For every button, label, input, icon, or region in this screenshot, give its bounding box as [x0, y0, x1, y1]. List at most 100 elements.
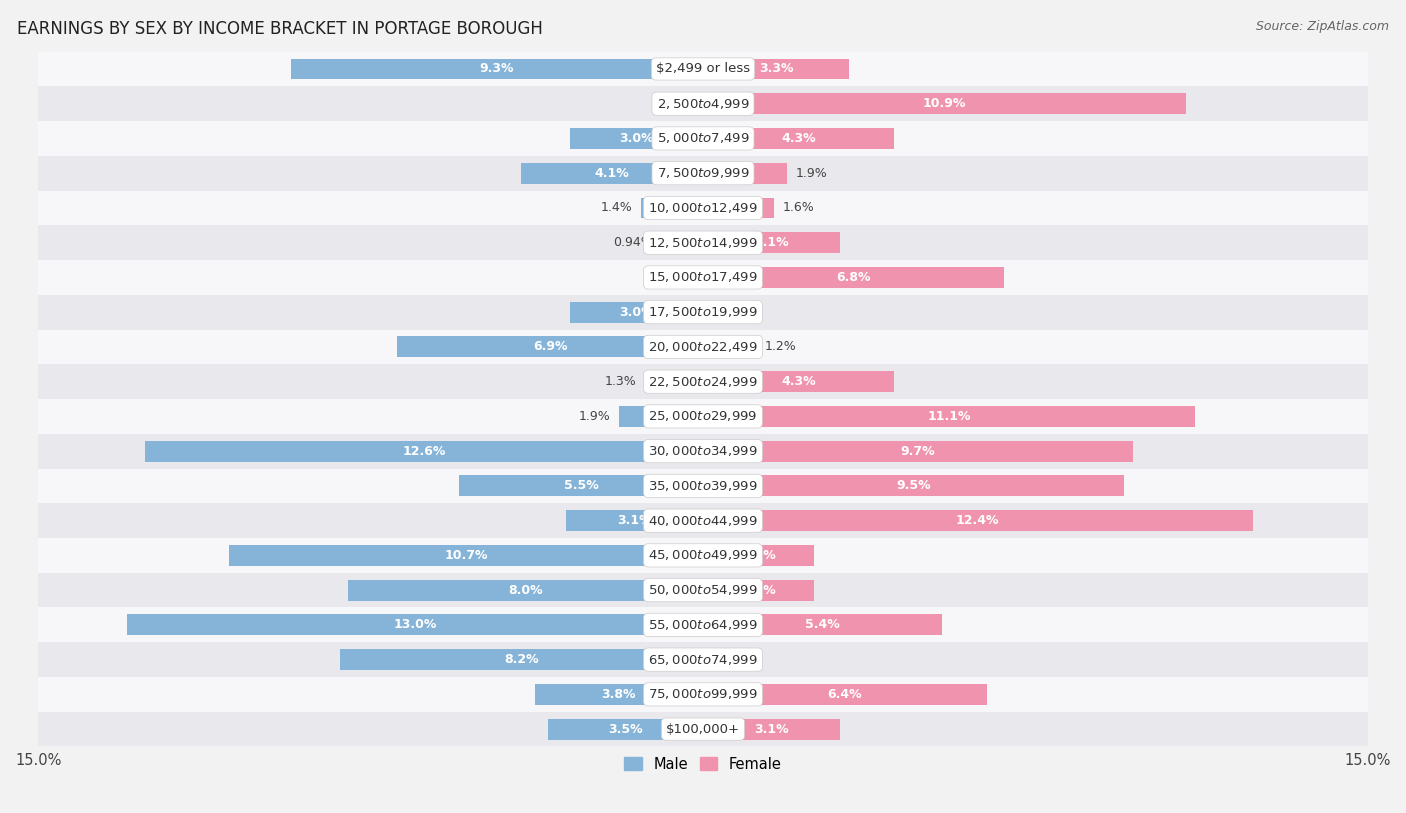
Text: 12.4%: 12.4% — [956, 514, 1000, 527]
Text: 6.4%: 6.4% — [828, 688, 862, 701]
Text: 9.7%: 9.7% — [901, 445, 935, 458]
Bar — [38, 538, 1368, 572]
Bar — [38, 468, 1368, 503]
Bar — [38, 329, 1368, 364]
Text: 5.5%: 5.5% — [564, 480, 599, 493]
Text: 3.5%: 3.5% — [609, 723, 643, 736]
Bar — [349, 580, 703, 601]
Bar — [569, 128, 703, 149]
Bar — [619, 406, 703, 427]
Text: 5.4%: 5.4% — [806, 619, 839, 632]
Bar — [703, 719, 841, 740]
Text: $75,000 to $99,999: $75,000 to $99,999 — [648, 687, 758, 702]
Bar — [703, 406, 1195, 427]
Bar — [291, 59, 703, 80]
Text: $100,000+: $100,000+ — [666, 723, 740, 736]
Text: $17,500 to $19,999: $17,500 to $19,999 — [648, 305, 758, 320]
Text: 1.6%: 1.6% — [783, 202, 814, 215]
Text: 11.1%: 11.1% — [927, 410, 970, 423]
Text: 1.3%: 1.3% — [605, 375, 637, 388]
Bar — [38, 86, 1368, 121]
Text: $40,000 to $44,999: $40,000 to $44,999 — [648, 514, 758, 528]
Bar — [703, 441, 1133, 462]
Text: $7,500 to $9,999: $7,500 to $9,999 — [657, 166, 749, 180]
Text: 2.5%: 2.5% — [741, 584, 776, 597]
Text: $12,500 to $14,999: $12,500 to $14,999 — [648, 236, 758, 250]
Bar — [534, 684, 703, 705]
Bar — [703, 233, 841, 253]
Bar — [38, 572, 1368, 607]
Text: 6.8%: 6.8% — [837, 271, 870, 284]
Text: 9.3%: 9.3% — [479, 63, 515, 76]
Bar — [38, 364, 1368, 399]
Text: 1.2%: 1.2% — [765, 341, 797, 354]
Bar — [460, 476, 703, 496]
Bar — [703, 163, 787, 184]
Bar — [703, 198, 773, 219]
Bar — [38, 190, 1368, 225]
Bar — [38, 642, 1368, 677]
Text: 1.4%: 1.4% — [600, 202, 633, 215]
Bar — [522, 163, 703, 184]
Text: 10.7%: 10.7% — [444, 549, 488, 562]
Bar — [38, 399, 1368, 434]
Text: 1.9%: 1.9% — [796, 167, 828, 180]
Text: 3.0%: 3.0% — [619, 306, 654, 319]
Bar — [565, 511, 703, 531]
Text: Source: ZipAtlas.com: Source: ZipAtlas.com — [1256, 20, 1389, 33]
Bar — [38, 51, 1368, 86]
Text: $30,000 to $34,999: $30,000 to $34,999 — [648, 444, 758, 459]
Text: 4.1%: 4.1% — [595, 167, 630, 180]
Text: $22,500 to $24,999: $22,500 to $24,999 — [648, 375, 758, 389]
Bar — [38, 607, 1368, 642]
Text: 3.8%: 3.8% — [602, 688, 636, 701]
Text: 8.2%: 8.2% — [503, 653, 538, 666]
Text: $55,000 to $64,999: $55,000 to $64,999 — [648, 618, 758, 632]
Bar — [703, 476, 1123, 496]
Bar — [145, 441, 703, 462]
Text: 1.9%: 1.9% — [578, 410, 610, 423]
Bar — [38, 260, 1368, 295]
Text: EARNINGS BY SEX BY INCOME BRACKET IN PORTAGE BOROUGH: EARNINGS BY SEX BY INCOME BRACKET IN POR… — [17, 20, 543, 38]
Bar — [569, 302, 703, 323]
Text: $10,000 to $12,499: $10,000 to $12,499 — [648, 201, 758, 215]
Text: 4.3%: 4.3% — [780, 375, 815, 388]
Bar — [703, 267, 1004, 288]
Bar — [703, 59, 849, 80]
Bar — [703, 684, 987, 705]
Bar — [229, 545, 703, 566]
Legend: Male, Female: Male, Female — [619, 750, 787, 777]
Text: 13.0%: 13.0% — [394, 619, 437, 632]
Text: 3.3%: 3.3% — [759, 63, 793, 76]
Text: $65,000 to $74,999: $65,000 to $74,999 — [648, 653, 758, 667]
Text: $50,000 to $54,999: $50,000 to $54,999 — [648, 583, 758, 597]
Text: 12.6%: 12.6% — [402, 445, 446, 458]
Text: $2,499 or less: $2,499 or less — [657, 63, 749, 76]
Bar — [703, 337, 756, 358]
Text: $2,500 to $4,999: $2,500 to $4,999 — [657, 97, 749, 111]
Bar — [703, 615, 942, 635]
Bar — [38, 156, 1368, 190]
Bar — [38, 121, 1368, 156]
Text: $45,000 to $49,999: $45,000 to $49,999 — [648, 549, 758, 563]
Text: 3.1%: 3.1% — [755, 237, 789, 249]
Bar — [548, 719, 703, 740]
Text: 10.9%: 10.9% — [922, 98, 966, 111]
Bar — [38, 677, 1368, 711]
Bar — [127, 615, 703, 635]
Bar — [703, 545, 814, 566]
Text: 3.0%: 3.0% — [619, 132, 654, 145]
Bar — [703, 372, 894, 392]
Bar — [396, 337, 703, 358]
Bar — [340, 650, 703, 670]
Text: 6.9%: 6.9% — [533, 341, 568, 354]
Bar — [645, 372, 703, 392]
Text: 3.1%: 3.1% — [755, 723, 789, 736]
Bar — [703, 511, 1253, 531]
Text: $25,000 to $29,999: $25,000 to $29,999 — [648, 410, 758, 424]
Text: 9.5%: 9.5% — [896, 480, 931, 493]
Text: $15,000 to $17,499: $15,000 to $17,499 — [648, 271, 758, 285]
Bar — [38, 434, 1368, 468]
Bar — [641, 198, 703, 219]
Text: $35,000 to $39,999: $35,000 to $39,999 — [648, 479, 758, 493]
